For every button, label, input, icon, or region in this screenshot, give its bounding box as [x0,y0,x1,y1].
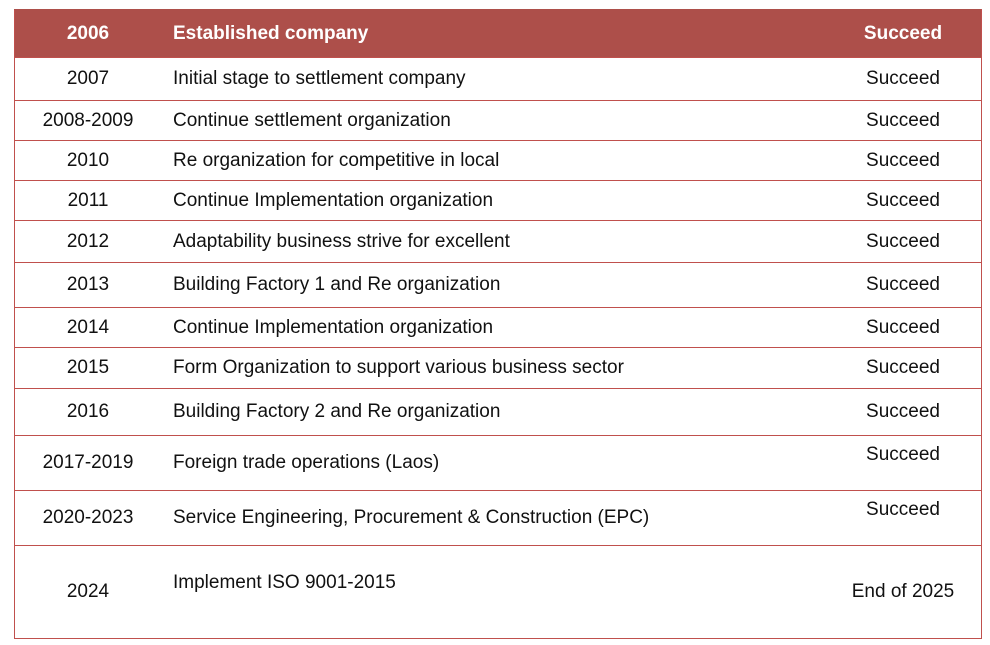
table-row: 2020-2023 Service Engineering, Procuremen… [14,490,982,546]
table-row: 2015 Form Organization to support various… [14,347,982,389]
row-description: Re organization for competitive in local [161,140,825,181]
row-description: Continue settlement organization [161,100,825,141]
row-year: 2016 [14,388,161,436]
row-year: 2013 [14,262,161,308]
row-status: End of 2025 [825,545,982,639]
header-status: Succeed [825,9,982,58]
table-row: 2010 Re organization for competitive in l… [14,140,982,181]
row-year: 2017-2019 [14,435,161,491]
row-year: 2024 [14,545,161,639]
row-status: Succeed [825,347,982,389]
row-description: Implement ISO 9001-2015 [161,545,825,639]
row-status: Succeed [825,388,982,436]
row-year: 2008-2009 [14,100,161,141]
row-status: Succeed [825,490,982,546]
row-status: Succeed [825,57,982,101]
row-year: 2007 [14,57,161,101]
table-row: 2011 Continue Implementation organization… [14,180,982,221]
row-year: 2012 [14,220,161,263]
row-description: Building Factory 1 and Re organization [161,262,825,308]
row-description: Foreign trade operations (Laos) [161,435,825,491]
row-year: 2014 [14,307,161,348]
table-row: 2014 Continue Implementation organization… [14,307,982,348]
row-status: Succeed [825,100,982,141]
table-row: 2007 Initial stage to settlement company S… [14,57,982,101]
row-description: Form Organization to support various bus… [161,347,825,389]
row-description: Continue Implementation organization [161,307,825,348]
header-description: Established company [161,9,825,58]
table-row: 2008-2009 Continue settlement organizatio… [14,100,982,141]
row-status: Succeed [825,180,982,221]
row-description: Continue Implementation organization [161,180,825,221]
row-year: 2010 [14,140,161,181]
row-status: Succeed [825,262,982,308]
header-year: 2006 [14,9,161,58]
row-status: Succeed [825,307,982,348]
row-status: Succeed [825,435,982,491]
table-row: 2017-2019 Foreign trade operations (Laos)… [14,435,982,491]
row-status: Succeed [825,220,982,263]
table-row: 2013 Building Factory 1 and Re organizati… [14,262,982,308]
row-status: Succeed [825,140,982,181]
table-header-row: 2006 Established company Succeed [14,9,982,58]
table-row: 2024 Implement ISO 9001-2015 End of 2025 [14,545,982,639]
row-year: 2020-2023 [14,490,161,546]
row-year: 2015 [14,347,161,389]
row-description: Service Engineering, Procurement & Const… [161,490,825,546]
row-description: Building Factory 2 and Re organization [161,388,825,436]
timeline-table: 2006 Established company Succeed 2007 Ini… [14,9,982,639]
row-year: 2011 [14,180,161,221]
table-row: 2016 Building Factory 2 and Re organizati… [14,388,982,436]
row-description: Initial stage to settlement company [161,57,825,101]
table-row: 2012 Adaptability business strive for exc… [14,220,982,263]
row-description: Adaptability business strive for excelle… [161,220,825,263]
